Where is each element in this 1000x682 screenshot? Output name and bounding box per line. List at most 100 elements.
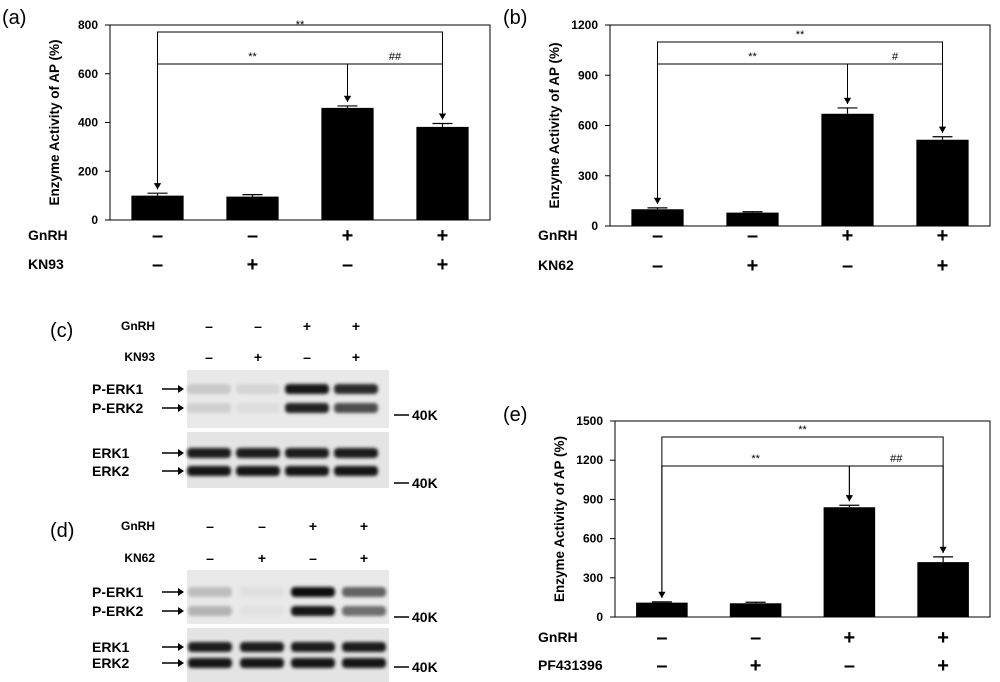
condition-sign: + bbox=[360, 518, 368, 534]
y-tick-label: 600 bbox=[583, 532, 603, 546]
p-erk2-band bbox=[334, 403, 378, 413]
p-erk1-band bbox=[188, 587, 232, 597]
erk1-band bbox=[188, 642, 232, 652]
y-tick-label: 300 bbox=[578, 169, 598, 183]
condition-sign: – bbox=[258, 518, 266, 534]
band-label: ERK1 bbox=[92, 445, 130, 461]
erk2-band bbox=[188, 658, 232, 668]
erk2-band bbox=[342, 658, 386, 668]
condition-sign: + bbox=[937, 255, 949, 277]
band-label: ERK2 bbox=[92, 655, 130, 671]
bracket-arrowhead bbox=[658, 591, 666, 598]
bar bbox=[636, 602, 688, 617]
p-erk2-band bbox=[240, 606, 284, 616]
condition-sign: + bbox=[937, 627, 949, 649]
erk2-band bbox=[291, 658, 335, 668]
band-arrowhead bbox=[178, 449, 184, 457]
condition-sign: + bbox=[437, 254, 449, 276]
band-arrowhead bbox=[178, 404, 184, 412]
band-label: ERK1 bbox=[92, 639, 130, 655]
bar bbox=[729, 603, 782, 617]
band-arrowhead bbox=[178, 643, 184, 651]
condition-sign: + bbox=[258, 550, 266, 566]
p-erk1-band bbox=[187, 384, 231, 394]
condition-sign: + bbox=[750, 655, 762, 677]
band-label: P-ERK1 bbox=[92, 584, 144, 600]
y-axis-title: Enzyme Activity of AP (%) bbox=[47, 39, 62, 205]
condition-sign: + bbox=[747, 255, 759, 277]
y-tick-label: 1200 bbox=[571, 18, 598, 32]
condition-sign: – bbox=[656, 627, 667, 649]
condition-sign: – bbox=[254, 318, 262, 334]
condition-sign: – bbox=[342, 254, 353, 276]
panel-label: (b) bbox=[503, 7, 527, 29]
condition-sign: + bbox=[937, 655, 949, 677]
significance-label: ** bbox=[248, 51, 257, 63]
bracket-arrowhead bbox=[439, 113, 446, 120]
condition-sign: + bbox=[844, 627, 856, 649]
condition-sign: + bbox=[352, 318, 360, 334]
condition-sign: – bbox=[205, 349, 213, 365]
p-erk1-band bbox=[334, 384, 378, 394]
y-tick-label: 200 bbox=[78, 164, 98, 178]
p-erk2-band bbox=[236, 403, 280, 413]
p-erk2-band bbox=[187, 403, 231, 413]
condition-sign: – bbox=[842, 255, 853, 277]
condition-name: GnRH bbox=[121, 319, 155, 333]
condition-sign: – bbox=[309, 550, 317, 566]
panel-label: (a) bbox=[2, 7, 26, 29]
blot-membrane bbox=[187, 370, 389, 428]
band-arrowhead bbox=[178, 385, 184, 393]
condition-sign: + bbox=[937, 225, 949, 247]
condition-name: PF431396 bbox=[538, 657, 603, 673]
bar bbox=[916, 139, 969, 226]
band-arrowhead bbox=[178, 607, 184, 615]
significance-bracket bbox=[661, 465, 850, 598]
significance-label: ** bbox=[798, 424, 807, 436]
significance-bracket bbox=[157, 63, 348, 190]
significance-bracket bbox=[848, 465, 944, 553]
bracket-arrowhead bbox=[654, 197, 661, 204]
y-axis-title: Enzyme Activity of AP (%) bbox=[547, 42, 562, 208]
bar bbox=[823, 507, 876, 617]
bar bbox=[416, 126, 469, 220]
condition-sign: – bbox=[303, 349, 311, 365]
bracket-arrowhead bbox=[344, 95, 351, 102]
significance-label: ## bbox=[890, 453, 903, 465]
significance-bracket bbox=[847, 63, 943, 133]
p-erk2-band bbox=[342, 606, 386, 616]
bar bbox=[131, 195, 184, 220]
condition-sign: + bbox=[360, 550, 368, 566]
condition-name: KN93 bbox=[124, 350, 155, 364]
condition-sign: + bbox=[254, 349, 262, 365]
condition-sign: – bbox=[152, 225, 163, 247]
condition-name: KN62 bbox=[538, 257, 574, 273]
erk1-band bbox=[285, 448, 329, 458]
p-erk1-band bbox=[342, 587, 386, 597]
y-tick-label: 900 bbox=[578, 68, 598, 82]
bar bbox=[821, 113, 874, 226]
blot-membrane bbox=[187, 628, 389, 682]
bar-chart-panel: (e) 0 300 600 900 1200 1500 Enzyme Activity of … bbox=[503, 404, 991, 677]
significance-bracket bbox=[657, 41, 943, 204]
significance-label: ** bbox=[751, 453, 760, 465]
erk2-band bbox=[285, 466, 329, 476]
p-erk1-band bbox=[291, 587, 335, 597]
erk1-band bbox=[240, 642, 284, 652]
significance-bracket bbox=[347, 63, 443, 120]
condition-sign: – bbox=[206, 550, 214, 566]
y-tick-label: 400 bbox=[78, 116, 98, 130]
marker-label: 40K bbox=[412, 659, 438, 675]
significance-label: ** bbox=[796, 29, 805, 41]
condition-sign: – bbox=[844, 655, 855, 677]
significance-bracket bbox=[657, 63, 848, 204]
condition-name: GnRH bbox=[538, 227, 578, 243]
bar bbox=[321, 107, 374, 220]
bar-chart-panel: (a) 0 200 400 600 800 Enzyme Activity of AP (%… bbox=[2, 7, 491, 276]
bracket-arrowhead bbox=[939, 126, 946, 133]
band-arrowhead bbox=[178, 467, 184, 475]
condition-sign: – bbox=[747, 225, 758, 247]
band-label: P-ERK2 bbox=[92, 400, 144, 416]
bracket-arrowhead bbox=[844, 97, 851, 104]
